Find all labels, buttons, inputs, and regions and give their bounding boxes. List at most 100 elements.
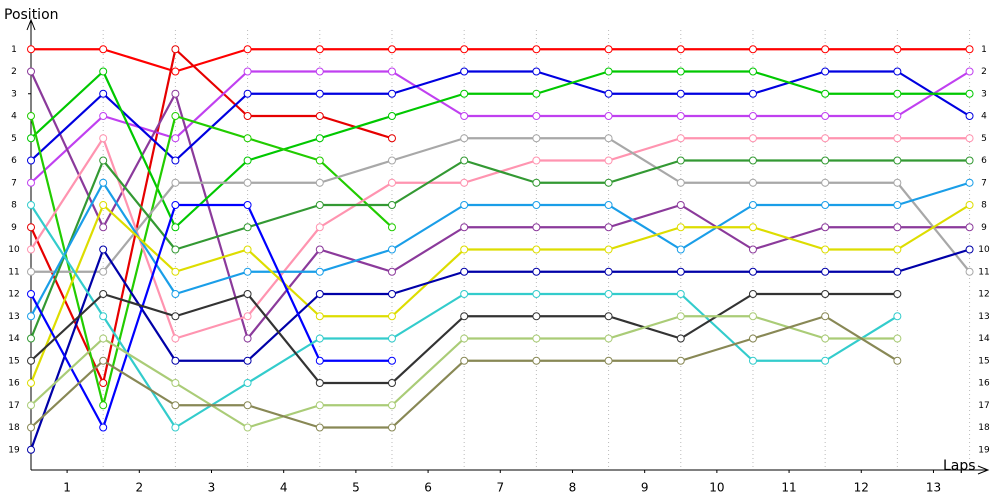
point [604,356,613,365]
point [676,156,685,165]
point [99,178,108,187]
point [99,334,108,343]
series-line [29,159,970,339]
point [532,267,541,276]
point [243,312,252,321]
point [965,134,974,143]
point [676,356,685,365]
series-line [30,71,970,340]
point [243,401,252,410]
x-tick-label: 7 [496,481,504,495]
point [99,356,108,365]
point [532,312,541,321]
point [676,45,685,54]
point [99,290,108,298]
point [99,201,108,209]
point [171,201,180,209]
point [315,401,324,410]
x-tick-label: 12 [854,481,869,495]
point [315,356,324,365]
point [315,112,324,120]
point [387,379,396,387]
point [315,89,324,98]
point [604,134,613,143]
y-tick-label: 1 [11,45,17,55]
point [821,356,830,365]
point [99,67,108,76]
y-tick-label-right: 13 [978,312,989,322]
point [460,134,469,143]
point [893,201,902,209]
series-line [30,70,971,184]
y-tick-label: 4 [11,112,17,122]
y-tick-label: 14 [8,334,20,344]
y-tick-label-right: 18 [978,423,990,433]
point [315,267,324,276]
y-tick-label: 8 [11,201,17,211]
point [387,201,396,209]
point [676,178,685,187]
point [748,89,757,98]
point [243,267,252,276]
x-tick-label: 10 [709,481,724,495]
point [387,89,396,98]
point [821,267,830,276]
y-axis-label: Position [4,7,59,23]
point [171,156,180,165]
point [604,312,613,321]
point [99,134,108,143]
y-tick-label: 6 [11,156,17,166]
point [171,312,180,321]
point [460,290,469,298]
point [460,67,469,76]
y-tick-label: 9 [11,223,17,233]
point [387,156,396,165]
point [243,89,252,98]
point [532,334,541,343]
point [27,223,35,232]
y-tick-label: 16 [8,379,20,389]
point [893,223,902,232]
point [821,156,830,165]
point [460,356,469,365]
point [893,312,902,321]
y-tick-label-right: 12 [978,290,989,300]
point [604,89,613,98]
point [676,312,685,321]
point [532,178,541,187]
point [387,178,396,187]
point [243,112,252,120]
point [171,112,180,120]
point [821,67,830,76]
point [171,423,180,432]
point [676,201,685,209]
point [99,89,108,98]
point [387,245,396,254]
point [243,334,252,343]
point [604,201,613,209]
point [748,156,757,165]
y-tick-label: 17 [8,401,19,411]
point [315,67,324,76]
y-tick-label-right: 3 [981,89,987,99]
point [460,156,469,165]
point [748,334,757,343]
point [99,312,108,321]
series-line [30,70,970,229]
point [893,134,902,143]
point [243,45,252,54]
point [532,89,541,98]
point [243,290,252,298]
point [171,334,180,343]
point [532,201,541,209]
point [27,445,35,454]
point [387,401,396,410]
point [748,201,757,209]
point [27,134,35,143]
y-tick-label-right: 2 [981,67,987,77]
point [821,223,830,232]
point [315,334,324,343]
point [965,223,974,232]
point [676,334,685,343]
